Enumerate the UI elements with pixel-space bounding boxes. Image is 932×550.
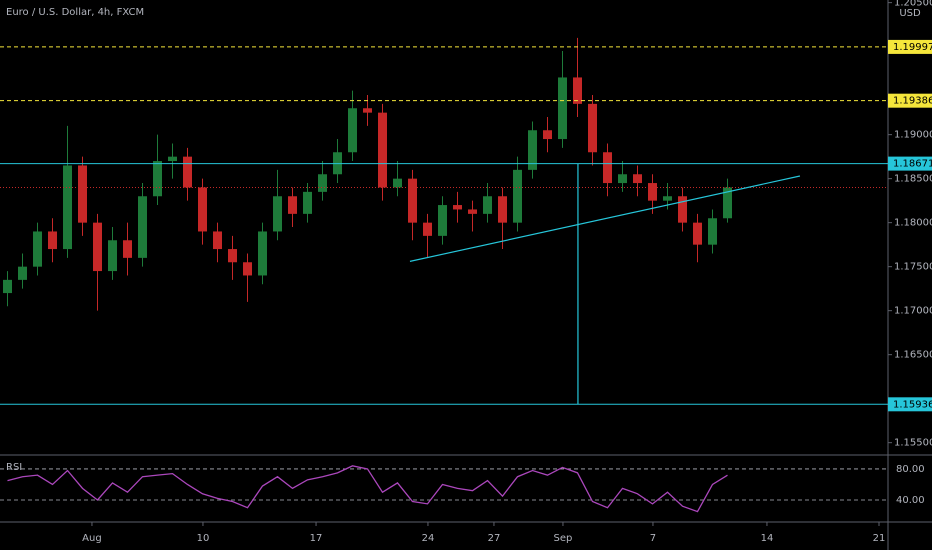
candle-body — [198, 187, 207, 232]
y-tick-label: 1.19000 — [894, 130, 932, 141]
candle-body — [513, 169, 522, 223]
candle-body — [288, 196, 297, 214]
y-tick-label: 80.00 — [896, 464, 925, 475]
level-label: 1.19997 — [893, 42, 932, 53]
candle-body — [648, 183, 657, 201]
candle-body — [528, 130, 537, 170]
candle-body — [273, 196, 282, 232]
candle-body — [573, 77, 582, 104]
y-tick-label: 1.18000 — [894, 218, 932, 229]
candle-body — [483, 196, 492, 214]
y-tick-label: 1.15500 — [894, 438, 932, 449]
level-label: 1.15936 — [893, 399, 932, 410]
candle-body — [363, 108, 372, 113]
candle-body — [183, 156, 192, 188]
candle-body — [63, 165, 72, 250]
y-tick-label: 1.16500 — [894, 350, 932, 361]
candle-body — [213, 231, 222, 250]
x-tick-label: 17 — [310, 533, 323, 544]
candle-body — [693, 222, 702, 245]
level-tag — [888, 39, 932, 54]
y-tick-label: 40.00 — [896, 495, 925, 506]
candle-body — [3, 279, 12, 294]
level-tag — [888, 397, 932, 412]
currency-label: USD — [899, 8, 921, 19]
x-tick-label: 14 — [761, 533, 774, 544]
candle-body — [78, 165, 87, 223]
candle-body — [348, 108, 357, 153]
y-tick-label: 1.18500 — [894, 174, 932, 185]
candle-body — [603, 152, 612, 184]
candle-body — [678, 196, 687, 223]
candle-body — [378, 112, 387, 188]
candle-body — [423, 222, 432, 236]
y-tick-label: 1.17500 — [894, 262, 932, 273]
candle-body — [108, 240, 117, 272]
candle-body — [543, 130, 552, 140]
candle-body — [303, 191, 312, 214]
y-tick-label: 1.20500 — [894, 0, 932, 9]
candle-body — [453, 205, 462, 210]
candle-body — [498, 196, 507, 223]
candle-body — [48, 231, 57, 250]
candle-body — [723, 187, 732, 219]
candle-body — [558, 77, 567, 140]
level-label: 1.18671 — [893, 159, 932, 170]
trendline — [409, 175, 801, 262]
candle-body — [708, 218, 717, 245]
rsi-line — [7, 465, 728, 513]
candle-body — [138, 196, 147, 258]
candle-body — [663, 196, 672, 201]
x-tick-label: Sep — [554, 533, 573, 544]
candle-body — [243, 262, 252, 276]
candle-body — [153, 161, 162, 197]
y-tick-label: 1.17000 — [894, 306, 932, 317]
candle-body — [168, 156, 177, 162]
x-tick-label: 27 — [488, 533, 501, 544]
candle-body — [438, 205, 447, 236]
level-label: 1.19386 — [893, 96, 932, 107]
x-tick-label: 7 — [650, 533, 656, 544]
candle-body — [258, 231, 267, 276]
level-tag — [888, 156, 932, 171]
x-tick-label: 10 — [197, 533, 210, 544]
candle-body — [93, 222, 102, 272]
x-tick-label: 24 — [422, 533, 435, 544]
candle-body — [228, 249, 237, 263]
candle-body — [633, 174, 642, 184]
candle-body — [393, 178, 402, 188]
candle-body — [618, 174, 627, 184]
x-tick-label: Aug — [82, 533, 102, 544]
candle-body — [123, 240, 132, 258]
candle-body — [408, 178, 417, 223]
level-tag — [888, 93, 932, 108]
x-tick-label: 21 — [873, 533, 886, 544]
candle-body — [18, 266, 27, 280]
candle-body — [318, 174, 327, 192]
candle-body — [588, 103, 597, 153]
candle-body — [468, 209, 477, 214]
chart-title: Euro / U.S. Dollar, 4h, FXCM — [6, 7, 144, 18]
rsi-title: RSI — [6, 462, 22, 473]
candle-body — [33, 231, 42, 267]
